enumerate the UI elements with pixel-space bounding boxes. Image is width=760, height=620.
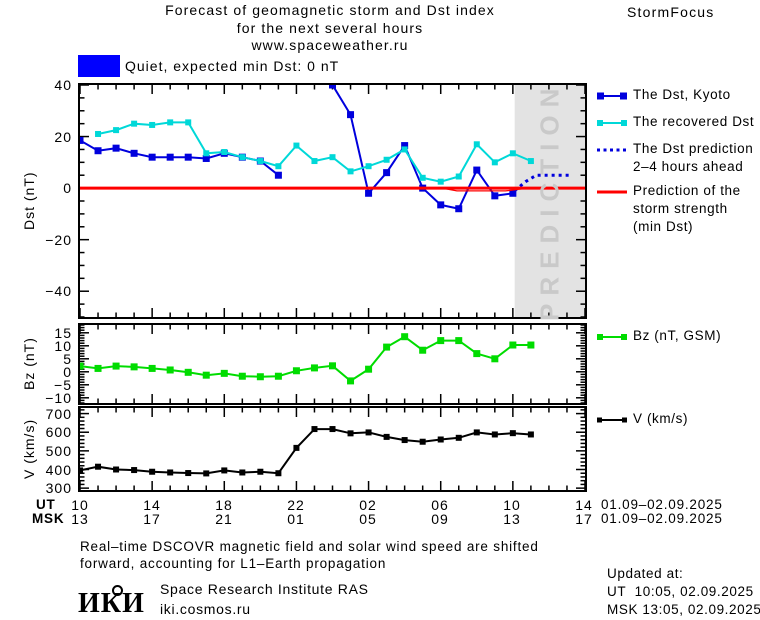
- legend-label: V (km/s): [633, 411, 689, 426]
- legend-label: 2–4 hours ahead: [633, 159, 744, 174]
- msk-axis-label: MSK: [32, 511, 65, 526]
- legend-label: The Dst prediction: [633, 141, 754, 156]
- series-dst: [513, 173, 569, 192]
- xtick-ut-label: 18: [215, 497, 233, 513]
- title-url: www.spaceweather.ru: [251, 37, 409, 53]
- storm-strength-line-icon: [596, 185, 628, 199]
- xtick-ut-label: 10: [71, 497, 89, 513]
- xtick-msk-label: 21: [215, 511, 233, 527]
- chart-panel-v: [78, 406, 587, 492]
- dst-ytick-label: 0: [63, 180, 72, 197]
- legend-item-dst-prediction: The Dst prediction 2–4 hours ahead: [596, 140, 753, 176]
- v-ytick-label: 700: [45, 405, 72, 422]
- legend-label: The Dst, Kyoto: [633, 87, 731, 102]
- logo-antenna-icon: [112, 585, 123, 596]
- title-line-2: for the next several hours: [236, 19, 424, 36]
- date-range-ut: 01.09–02.09.2025: [601, 497, 723, 512]
- bz-ytick-label: 5: [63, 350, 72, 367]
- bz-ytick-label: 10: [54, 337, 72, 354]
- legend-item-storm-strength: Prediction of the storm strength (min Ds…: [596, 182, 741, 236]
- page-title: Forecast of geomagnetic storm and Dst in…: [140, 2, 520, 55]
- updated-at-ut: UT 10:05, 02.09.2025: [607, 584, 754, 599]
- v-line-icon: [596, 413, 628, 427]
- xtick-ut-label: 10: [503, 497, 521, 513]
- dst-ytick-label: −20: [45, 231, 72, 248]
- title-line-1: Forecast of geomagnetic storm and Dst in…: [165, 2, 495, 18]
- v-ytick-label: 400: [45, 461, 72, 478]
- updated-at-msk: MSK 13:05, 02.09.2025: [607, 602, 760, 617]
- ut-axis-label: UT: [36, 497, 56, 512]
- series-dst: [331, 85, 514, 210]
- dst-ytick-label: −40: [45, 283, 72, 300]
- xtick-msk-label: 17: [143, 511, 161, 527]
- legend-label: The recovered Dst: [633, 114, 755, 129]
- series-v: [80, 428, 531, 475]
- prediction-band-label: PREDICTION: [534, 80, 565, 322]
- recovered-dst-line-icon: [596, 116, 628, 130]
- dst-ytick-label: 40: [54, 77, 72, 93]
- legend-item-recovered-dst: The recovered Dst: [596, 113, 754, 131]
- series-dst: [97, 121, 532, 183]
- xtick-msk-label: 17: [575, 511, 593, 527]
- institute-url: iki.cosmos.ru: [160, 601, 251, 617]
- storm-level-label: Quiet, expected min Dst: 0 nT: [125, 58, 340, 74]
- bz-ytick-label: −10: [45, 389, 72, 406]
- iki-logo: ИКИ: [78, 588, 145, 619]
- v-ytick-label: 500: [45, 442, 72, 459]
- xtick-msk-label: 05: [359, 511, 377, 527]
- xtick-msk-label: 09: [431, 511, 449, 527]
- brand-label: StormFocus: [627, 4, 715, 20]
- bz-ytick-label: −5: [54, 376, 72, 393]
- v-ytick-label: 600: [45, 424, 72, 441]
- v-ytick-label: 300: [45, 480, 72, 497]
- xtick-msk-label: 13: [503, 511, 521, 527]
- xtick-ut-label: 22: [287, 497, 305, 513]
- chart-panel-dst: [78, 83, 587, 319]
- storm-level-color-box: [78, 55, 120, 77]
- institute-name: Space Research Institute RAS: [160, 581, 369, 597]
- bz-ytick-label: 0: [63, 363, 72, 380]
- bz-line-icon: [596, 330, 628, 344]
- legend-label: Bz (nT, GSM): [633, 328, 722, 343]
- xtick-ut-label: 06: [431, 497, 449, 513]
- legend-item-dst-kyoto: The Dst, Kyoto: [596, 86, 731, 104]
- footer-note-line-1: Real–time DSCOVR magnetic field and sola…: [80, 539, 539, 554]
- chart-panel-bz: [78, 323, 587, 405]
- v-y-axis-title: V (km/s): [21, 418, 37, 480]
- dst-prediction-dotted-line-icon: [596, 143, 628, 157]
- legend-label: (min Dst): [633, 219, 694, 234]
- xtick-msk-label: 13: [71, 511, 89, 527]
- legend-item-v: V (km/s): [596, 410, 688, 428]
- legend-item-bz: Bz (nT, GSM): [596, 327, 721, 345]
- footer-note-line-2: forward, accounting for L1–Earth propaga…: [80, 556, 387, 571]
- updated-at-label: Updated at:: [607, 566, 684, 581]
- series-dst: [445, 188, 524, 192]
- xtick-ut-label: 14: [575, 497, 593, 513]
- bz-y-axis-title: Bz (nT): [21, 337, 37, 391]
- series-bz: [80, 335, 531, 383]
- legend-label: Prediction of the: [633, 183, 741, 198]
- xtick-ut-label: 02: [359, 497, 377, 513]
- date-range-msk: 01.09–02.09.2025: [601, 511, 723, 526]
- xtick-ut-label: 14: [143, 497, 161, 513]
- xtick-msk-label: 01: [287, 511, 305, 527]
- dst-kyoto-line-icon: [596, 89, 628, 103]
- dst-ytick-label: 20: [54, 128, 72, 145]
- dst-y-axis-title: Dst (nT): [21, 171, 37, 231]
- legend-label: storm strength: [633, 201, 728, 216]
- bz-ytick-label: 15: [54, 324, 72, 341]
